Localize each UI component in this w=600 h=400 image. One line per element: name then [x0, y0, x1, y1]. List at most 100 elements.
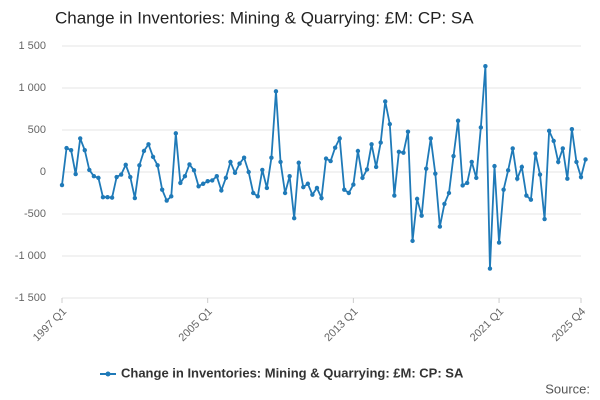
data-point: [146, 142, 151, 147]
data-point: [260, 167, 265, 173]
data-point: [323, 156, 329, 161]
data-point: [251, 190, 256, 196]
data-point: [578, 174, 584, 180]
data-point: [178, 180, 183, 186]
y-tick-label: -1 500: [15, 292, 46, 304]
data-point: [173, 131, 179, 136]
y-tick-label: -1 000: [15, 250, 46, 262]
data-point: [282, 190, 288, 196]
data-point: [305, 181, 311, 186]
legend-label: Change in Inventories: Mining & Quarryin…: [121, 365, 464, 380]
data-point: [378, 140, 383, 145]
data-point: [100, 195, 106, 200]
data-point: [273, 89, 279, 94]
data-point: [328, 158, 333, 164]
data-point: [319, 195, 324, 201]
data-point: [355, 148, 361, 154]
data-point: [114, 174, 119, 180]
data-point: [96, 175, 101, 181]
data-point: [433, 171, 438, 176]
data-point: [210, 178, 215, 183]
x-tick-label: 1997 Q1: [31, 306, 69, 344]
data-point: [82, 147, 87, 153]
data-point: [369, 142, 374, 147]
data-point: [556, 159, 561, 165]
data-point: [123, 162, 128, 168]
data-point: [159, 187, 165, 192]
data-point: [401, 150, 406, 155]
data-point: [524, 193, 529, 198]
y-tick-label: 1 500: [18, 40, 46, 52]
data-point: [155, 163, 160, 168]
series-line: [61, 66, 587, 269]
x-tick-label: 2025 Q4: [550, 306, 588, 344]
data-point: [342, 187, 347, 192]
data-point: [314, 185, 320, 191]
data-point: [246, 169, 251, 175]
data-point: [200, 181, 206, 186]
data-point: [515, 176, 520, 181]
data-point: [337, 136, 342, 141]
data-point: [269, 155, 274, 160]
data-point: [405, 129, 411, 134]
y-tick-label: 1 000: [18, 82, 46, 94]
data-point: [187, 162, 192, 167]
data-point: [214, 174, 219, 179]
data-point: [560, 146, 565, 151]
data-point: [118, 172, 124, 177]
data-point: [346, 190, 352, 196]
data-point: [223, 175, 229, 181]
legend: Change in Inventories: Mining & Quarryin…: [100, 365, 464, 380]
data-point: [164, 198, 169, 203]
data-point: [109, 195, 115, 200]
data-point: [492, 163, 497, 169]
data-point: [419, 213, 424, 218]
data-point: [410, 238, 415, 244]
data-point: [264, 185, 270, 191]
data-point: [428, 136, 433, 141]
data-point: [505, 168, 511, 173]
data-point: [496, 240, 502, 245]
data-point: [205, 179, 210, 184]
data-point: [460, 183, 465, 188]
data-point: [574, 159, 579, 165]
data-point: [310, 192, 315, 197]
data-point: [383, 99, 388, 104]
data-point: [351, 182, 356, 187]
y-tick-label: -500: [24, 208, 46, 220]
data-point: [278, 159, 283, 165]
data-point: [487, 266, 493, 271]
data-point: [232, 170, 238, 176]
data-point: [360, 175, 365, 181]
data-point: [442, 201, 447, 207]
data-point: [191, 168, 197, 173]
data-point: [87, 167, 92, 173]
y-tick-label: 500: [28, 124, 46, 136]
data-point: [551, 138, 556, 144]
data-point: [414, 196, 420, 202]
data-point: [565, 176, 570, 181]
data-point: [546, 128, 552, 134]
data-point: [474, 175, 479, 181]
data-point: [501, 187, 506, 192]
data-point: [455, 118, 461, 123]
data-point: [364, 167, 370, 172]
data-point: [132, 195, 138, 201]
data-point: [291, 216, 297, 221]
x-tick-label: 2005 Q1: [177, 306, 215, 344]
data-point: [537, 172, 543, 177]
data-point: [219, 188, 224, 193]
data-point: [533, 151, 538, 156]
data-point: [68, 147, 74, 153]
data-point: [528, 197, 534, 202]
data-point: [296, 160, 301, 165]
data-point: [542, 216, 547, 222]
data-point: [478, 125, 484, 130]
data-point: [255, 194, 260, 199]
data-point: [387, 121, 392, 127]
x-tick-label: 2021 Q1: [468, 306, 506, 344]
data-point: [182, 174, 188, 179]
data-point: [78, 136, 83, 141]
data-point: [469, 159, 474, 165]
